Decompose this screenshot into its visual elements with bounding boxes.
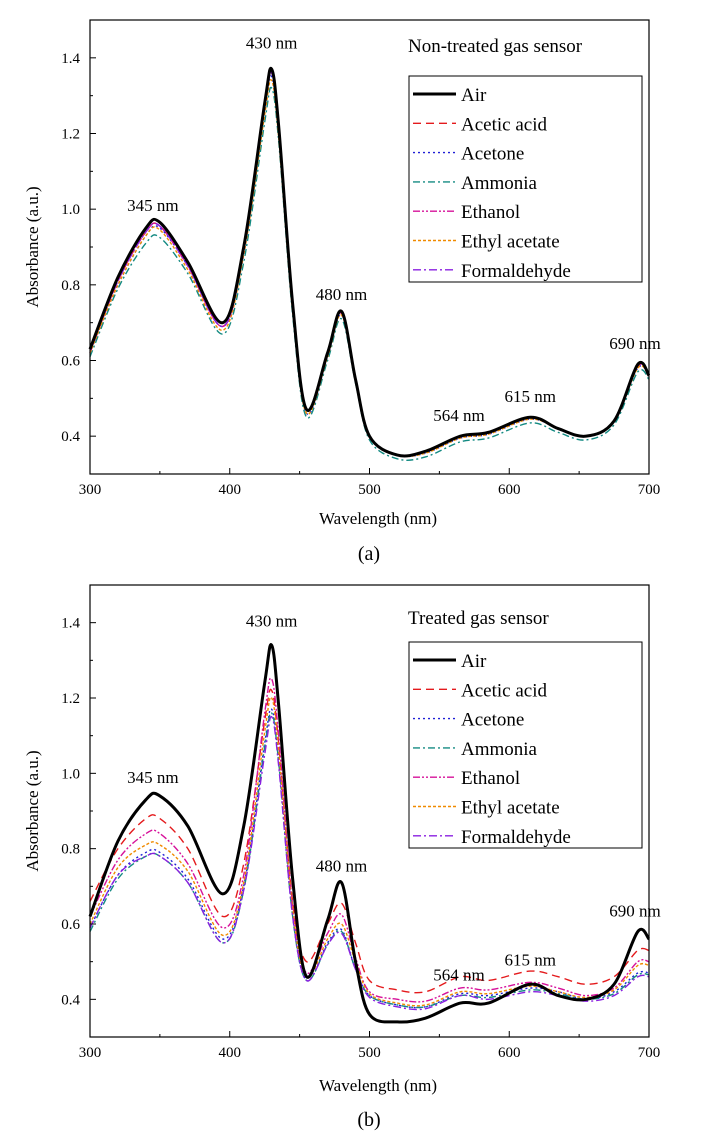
series-group bbox=[88, 66, 651, 461]
chart-panel-a: 300 400 500 600 700 0.4 0.6 0.8 1.0 1.2 1.4 345 nm… bbox=[23, 19, 661, 565]
x-tick-label: 700 bbox=[638, 1045, 661, 1061]
legend: Air Acetic acid Acetone Ammonia Ethanol Ethyl… bbox=[408, 75, 643, 283]
x-tick-label: 300 bbox=[79, 1045, 102, 1061]
series-line-air bbox=[88, 643, 651, 1024]
legend-label: Acetone bbox=[461, 144, 524, 165]
peak-label: 690 nm bbox=[609, 334, 660, 353]
series-line-air bbox=[88, 66, 651, 458]
legend-label: Formaldehyde bbox=[461, 261, 571, 282]
legend-label: Ammonia bbox=[461, 173, 538, 194]
x-tick-label: 500 bbox=[358, 1045, 381, 1061]
series-line-formaldehyde bbox=[89, 716, 650, 1011]
x-tick-label: 500 bbox=[358, 482, 381, 498]
y-axis-title: Absorbance (a.u.) bbox=[23, 750, 42, 871]
series-line-ethanol bbox=[89, 677, 650, 1003]
series-line-ammonia bbox=[89, 86, 650, 461]
panel-caption: (b) bbox=[357, 1109, 380, 1131]
legend-label: Ethanol bbox=[461, 768, 520, 789]
legend-label: Acetic acid bbox=[461, 114, 547, 135]
peak-annotations: 345 nm 430 nm 480 nm 564 nm 615 nm 690 nm bbox=[127, 33, 661, 425]
chart-panel-b: 300 400 500 600 700 0.4 0.6 0.8 1.0 1.2 1.4 345 nm… bbox=[23, 584, 661, 1131]
x-tick-label: 600 bbox=[498, 482, 521, 498]
x-tick-label: 400 bbox=[219, 1045, 242, 1061]
legend-label: Ethyl acetate bbox=[461, 798, 560, 819]
peak-label: 430 nm bbox=[246, 611, 297, 630]
peak-label: 345 nm bbox=[127, 196, 178, 215]
legend-label: Ethanol bbox=[461, 202, 520, 223]
x-tick-label: 300 bbox=[79, 482, 102, 498]
legend-label: Acetone bbox=[461, 710, 524, 731]
peak-label: 615 nm bbox=[504, 387, 555, 406]
axis-ticks: 300 400 500 600 700 0.4 0.6 0.8 1.0 1.2 1.4 bbox=[61, 616, 660, 1061]
y-tick-label: 1.4 bbox=[61, 616, 80, 632]
peak-label: 690 nm bbox=[609, 901, 660, 920]
y-tick-label: 1.4 bbox=[61, 51, 80, 67]
legend-label: Air bbox=[461, 651, 487, 672]
peak-label: 345 nm bbox=[127, 768, 178, 787]
legend-label: Air bbox=[461, 85, 487, 106]
y-tick-label: 0.8 bbox=[61, 842, 80, 858]
peak-label: 480 nm bbox=[316, 285, 367, 304]
legend: Air Acetic acid Acetone Ammonia Ethanol Ethyl… bbox=[408, 641, 643, 849]
y-tick-label: 0.6 bbox=[61, 917, 80, 933]
legend-label: Ethyl acetate bbox=[461, 232, 560, 253]
axis-ticks: 300 400 500 600 700 0.4 0.6 0.8 1.0 1.2 1.4 bbox=[61, 51, 660, 498]
y-tick-label: 1.2 bbox=[61, 127, 80, 143]
peak-label: 480 nm bbox=[316, 856, 367, 875]
y-tick-label: 0.6 bbox=[61, 354, 80, 370]
legend-box bbox=[408, 641, 643, 849]
legend-label: Ammonia bbox=[461, 739, 538, 760]
y-tick-label: 1.0 bbox=[61, 202, 80, 218]
peak-label: 564 nm bbox=[433, 406, 484, 425]
series-line-acetic-acid bbox=[89, 688, 650, 994]
legend-label: Formaldehyde bbox=[461, 827, 571, 848]
peak-label: 430 nm bbox=[246, 33, 297, 52]
y-axis-title: Absorbance (a.u.) bbox=[23, 186, 42, 307]
legend-box bbox=[408, 75, 643, 283]
series-group bbox=[88, 643, 651, 1024]
x-tick-label: 400 bbox=[219, 482, 242, 498]
peak-label: 615 nm bbox=[504, 950, 555, 969]
y-tick-label: 1.2 bbox=[61, 691, 80, 707]
peak-annotations: 345 nm 430 nm 480 nm 564 nm 615 nm 690 nm bbox=[127, 611, 661, 984]
y-tick-label: 0.4 bbox=[61, 429, 80, 445]
chart-title: Treated gas sensor bbox=[408, 608, 549, 629]
y-tick-label: 0.8 bbox=[61, 278, 80, 294]
peak-label: 564 nm bbox=[433, 966, 484, 985]
x-tick-label: 600 bbox=[498, 1045, 521, 1061]
x-axis-title: Wavelength (nm) bbox=[319, 509, 437, 528]
legend-label: Acetic acid bbox=[461, 680, 547, 701]
y-tick-label: 0.4 bbox=[61, 992, 80, 1008]
chart-title: Non-treated gas sensor bbox=[408, 36, 583, 57]
x-axis-title: Wavelength (nm) bbox=[319, 1076, 437, 1095]
panel-caption: (a) bbox=[358, 543, 380, 565]
y-tick-label: 1.0 bbox=[61, 766, 80, 782]
x-tick-label: 700 bbox=[638, 482, 661, 498]
